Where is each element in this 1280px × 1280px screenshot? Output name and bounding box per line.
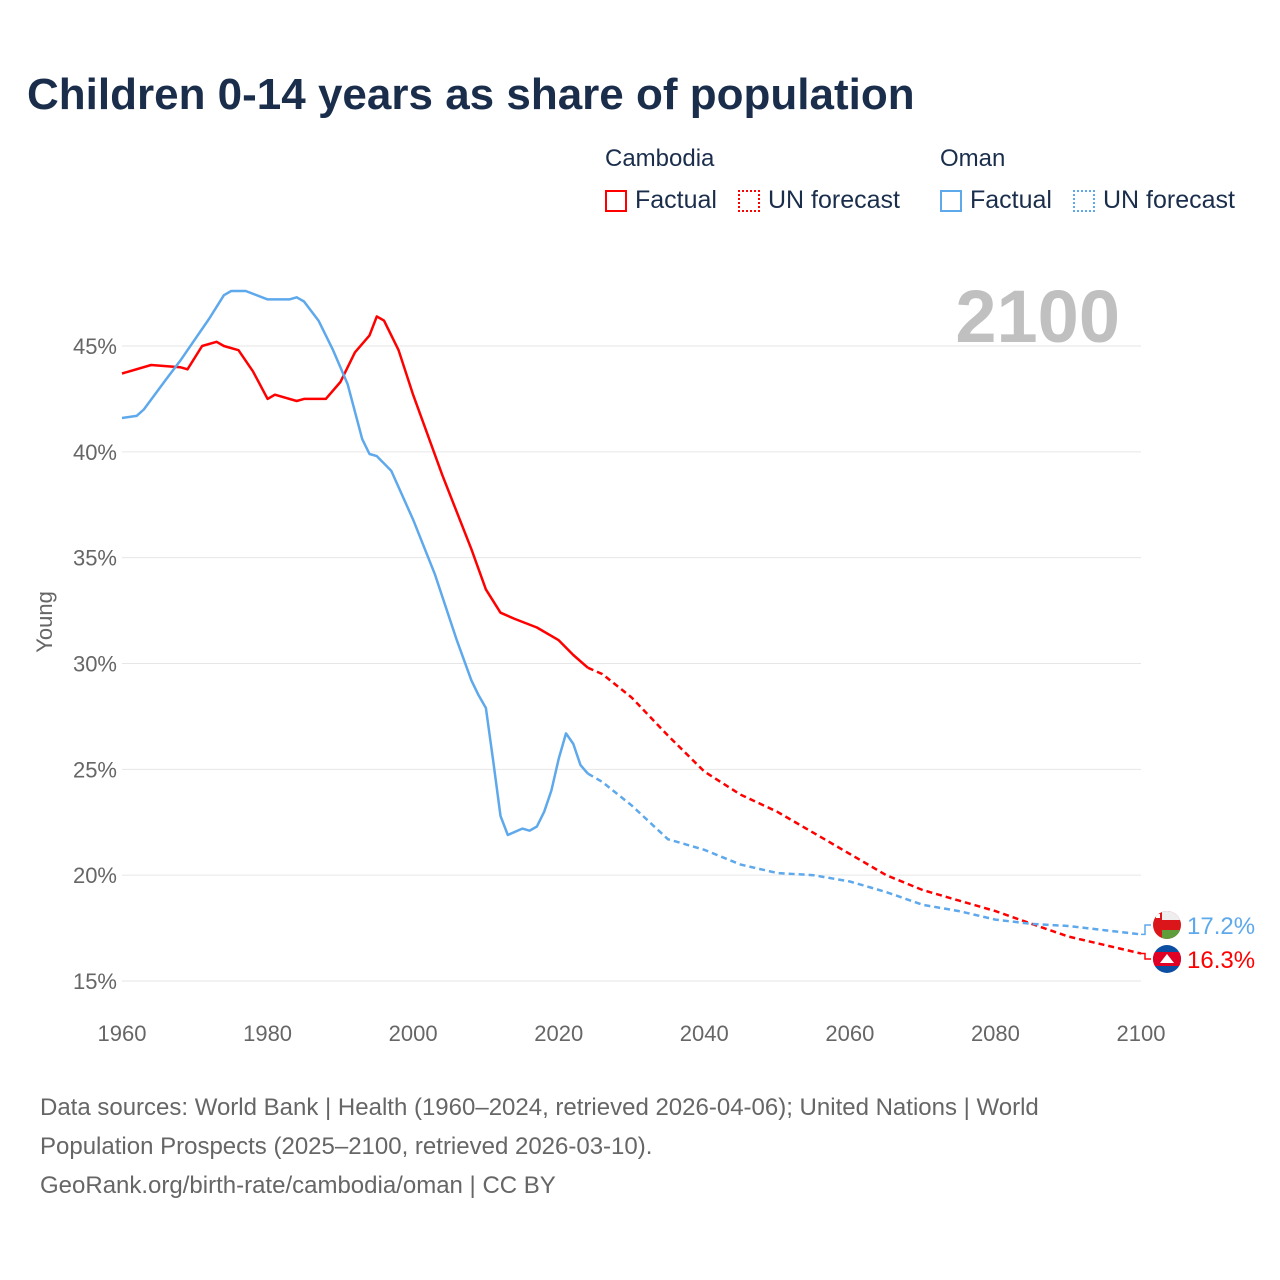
legend-group-oman: Oman xyxy=(940,145,1006,172)
y-tick-label: 25% xyxy=(73,757,117,782)
legend-label: Factual xyxy=(970,186,1052,214)
footer-link[interactable]: GeoRank.org/birth-rate/cambodia/oman | C… xyxy=(40,1172,556,1199)
legend-label: UN forecast xyxy=(768,186,900,214)
legend-swatch-solid xyxy=(605,189,627,212)
x-tick-label: 1980 xyxy=(243,1021,292,1046)
flag-emblem xyxy=(1156,914,1160,918)
end-label-oman: 17.2% xyxy=(1187,913,1255,940)
x-tick-label: 2040 xyxy=(680,1021,729,1046)
legend-swatch-dotted xyxy=(738,189,760,212)
flag-temple xyxy=(1160,954,1174,963)
y-tick-label: 30% xyxy=(73,652,117,677)
footer: Data sources: World Bank | Health (1960–… xyxy=(40,1088,1240,1205)
legend-label: Factual xyxy=(635,186,717,214)
flag-white xyxy=(1162,911,1181,920)
y-tick-label: 40% xyxy=(73,440,117,465)
flag-oman-icon xyxy=(1153,911,1181,939)
flag-cambodia-icon xyxy=(1153,945,1181,973)
legend-cambodia-forecast[interactable]: UN forecast xyxy=(738,186,900,215)
year-watermark: 2100 xyxy=(955,275,1120,358)
legend-swatch-dotted xyxy=(1073,189,1095,212)
legend-cambodia-factual[interactable]: Factual xyxy=(605,186,717,215)
line-oman-forecast xyxy=(587,772,1142,936)
line-oman-factual xyxy=(121,289,589,837)
line-cambodia-forecast xyxy=(587,666,1142,955)
y-tick-label: 15% xyxy=(73,969,117,994)
footer-sources-1: Data sources: World Bank | Health (1960–… xyxy=(40,1094,1039,1121)
legend-oman-forecast[interactable]: UN forecast xyxy=(1073,186,1235,215)
flag-green xyxy=(1162,930,1181,939)
connector xyxy=(1141,924,1151,936)
end-label-cambodia: 16.3% xyxy=(1187,947,1255,974)
x-tick-label: 2000 xyxy=(389,1021,438,1046)
x-tick-label: 2060 xyxy=(825,1021,874,1046)
x-tick-label: 2020 xyxy=(534,1021,583,1046)
legend-label: UN forecast xyxy=(1103,186,1235,214)
x-tick-label: 2100 xyxy=(1117,1021,1166,1046)
chart-title: Children 0-14 years as share of populati… xyxy=(27,70,915,119)
legend-group-cambodia: Cambodia xyxy=(605,145,715,172)
y-tick-label: 20% xyxy=(73,863,117,888)
x-tick-label: 1960 xyxy=(98,1021,147,1046)
y-tick-label: 45% xyxy=(73,334,117,359)
flag-body xyxy=(1153,945,1181,973)
footer-sources-2: Population Prospects (2025–2100, retriev… xyxy=(40,1133,653,1160)
legend-swatch-solid xyxy=(940,189,962,212)
flag-body xyxy=(1153,911,1181,939)
line-cambodia-factual xyxy=(121,315,589,669)
connector xyxy=(1141,952,1151,960)
legend-oman-factual[interactable]: Factual xyxy=(940,186,1052,215)
x-tick-label: 2080 xyxy=(971,1021,1020,1046)
y-tick-label: 35% xyxy=(73,546,117,571)
y-axis-label: Young xyxy=(32,591,57,653)
